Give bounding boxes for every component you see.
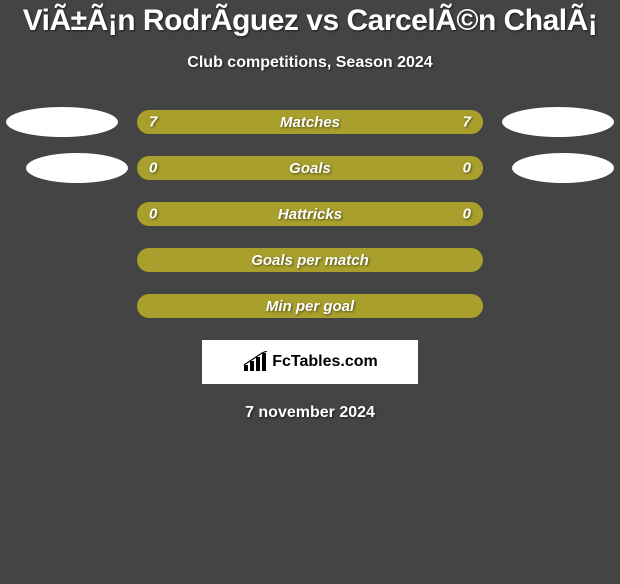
player-avatar-right <box>512 153 614 183</box>
stat-row: Min per goal <box>8 294 612 318</box>
stat-value-right: 0 <box>463 206 471 223</box>
player-avatar-right <box>502 107 614 137</box>
stat-value-left: 7 <box>149 114 157 131</box>
stat-value-right: 0 <box>463 160 471 177</box>
player-avatar-left <box>6 107 118 137</box>
comparison-infographic: ViÃ±Ã¡n RodrÃ­guez vs CarcelÃ©n ChalÃ¡ C… <box>0 4 620 422</box>
stat-row: 7 7 Matches <box>8 110 612 134</box>
stat-label: Matches <box>280 114 340 131</box>
stat-bar: 0 0 Hattricks <box>137 202 483 226</box>
fctables-logo: FcTables.com <box>242 351 378 373</box>
stat-bar: 0 0 Goals <box>137 156 483 180</box>
stat-label: Hattricks <box>278 206 342 223</box>
stat-label: Goals per match <box>251 252 369 269</box>
stat-row: 0 0 Goals <box>8 156 612 180</box>
stat-bar: 7 7 Matches <box>137 110 483 134</box>
stat-label: Min per goal <box>266 298 354 315</box>
stat-bar: Min per goal <box>137 294 483 318</box>
stat-value-left: 0 <box>149 160 157 177</box>
source-logo-box: FcTables.com <box>202 340 418 384</box>
page-title: ViÃ±Ã¡n RodrÃ­guez vs CarcelÃ©n ChalÃ¡ <box>8 4 612 38</box>
subtitle: Club competitions, Season 2024 <box>8 54 612 72</box>
stats-rows: 7 7 Matches 0 0 Goals 0 0 Hattricks Goals per mat… <box>8 110 612 318</box>
date-label: 7 november 2024 <box>8 404 612 422</box>
stat-label: Goals <box>289 160 331 177</box>
stat-value-left: 0 <box>149 206 157 223</box>
stat-value-right: 7 <box>463 114 471 131</box>
bar-chart-icon <box>242 351 268 373</box>
logo-text: FcTables.com <box>272 353 378 371</box>
stat-bar: Goals per match <box>137 248 483 272</box>
player-avatar-left <box>26 153 128 183</box>
stat-row: 0 0 Hattricks <box>8 202 612 226</box>
stat-row: Goals per match <box>8 248 612 272</box>
